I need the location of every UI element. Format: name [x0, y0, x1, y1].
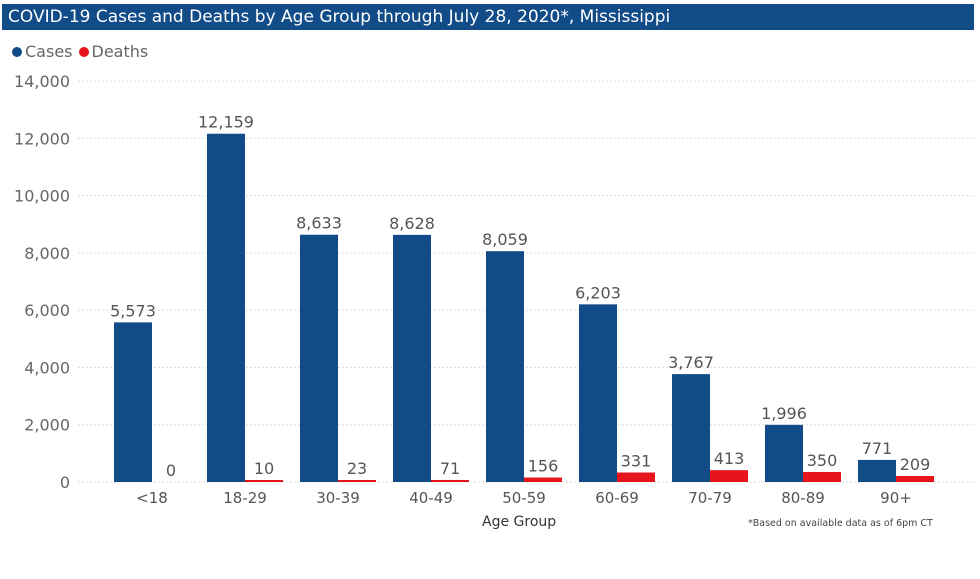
deaths-data-label: 350 — [807, 451, 838, 470]
x-tick-label: 30-39 — [316, 489, 360, 507]
y-tick-label: 8,000 — [24, 244, 70, 263]
cases-bar — [300, 234, 338, 482]
cases-bar — [765, 424, 803, 482]
y-tick-label: 0 — [60, 473, 70, 492]
deaths-data-label: 331 — [621, 452, 652, 471]
deaths-data-label: 209 — [900, 455, 931, 474]
cases-data-label: 1,996 — [761, 404, 807, 423]
x-tick-label: 90+ — [880, 489, 912, 507]
deaths-bar — [803, 471, 841, 482]
deaths-data-label: 71 — [440, 459, 460, 478]
cases-data-label: 5,573 — [110, 301, 156, 320]
cases-dot-icon — [12, 47, 22, 57]
deaths-bar — [524, 477, 562, 482]
deaths-data-label: 0 — [166, 461, 176, 480]
cases-data-label: 6,203 — [575, 283, 621, 302]
cases-data-label: 8,633 — [296, 214, 342, 233]
cases-data-label: 3,767 — [668, 353, 714, 372]
cases-bar — [486, 251, 524, 482]
legend: Cases Deaths — [12, 42, 148, 61]
cases-data-label: 12,159 — [198, 113, 254, 132]
y-tick-label: 12,000 — [14, 129, 70, 148]
y-tick-label: 2,000 — [24, 416, 70, 435]
legend-label: Cases — [25, 42, 73, 61]
deaths-bar — [245, 480, 283, 482]
deaths-data-label: 23 — [347, 459, 367, 478]
x-axis-label: Age Group — [482, 514, 557, 530]
y-tick-label: 6,000 — [24, 301, 70, 320]
deaths-data-label: 156 — [528, 457, 559, 476]
x-tick-label: <18 — [136, 489, 168, 507]
x-tick-label: 60-69 — [595, 489, 639, 507]
legend-item-cases: Cases — [12, 42, 73, 61]
cases-data-label: 8,628 — [389, 214, 435, 233]
deaths-dot-icon — [78, 47, 89, 57]
y-tick-label: 10,000 — [14, 187, 70, 206]
cases-bar — [672, 374, 710, 482]
x-tick-label: 18-29 — [223, 489, 267, 507]
cases-bar — [114, 322, 152, 482]
y-tick-label: 14,000 — [14, 72, 70, 91]
cases-bar — [207, 133, 245, 482]
deaths-bar — [617, 472, 655, 482]
legend-label: Deaths — [91, 42, 149, 61]
deaths-data-label: 413 — [714, 449, 745, 468]
deaths-data-label: 10 — [254, 459, 274, 478]
chart-title: COVID-19 Cases and Deaths by Age Group t… — [2, 4, 974, 30]
cases-bar — [579, 304, 617, 482]
cases-data-label: 8,059 — [482, 230, 528, 249]
cases-bar — [858, 459, 896, 482]
x-tick-label: 40-49 — [409, 489, 453, 507]
deaths-bar — [338, 480, 376, 482]
cases-data-label: 771 — [862, 439, 893, 458]
deaths-bar — [431, 479, 469, 482]
deaths-bar — [710, 470, 748, 482]
x-tick-label: 80-89 — [781, 489, 825, 507]
y-tick-label: 4,000 — [24, 358, 70, 377]
cases-bar — [393, 234, 431, 482]
x-tick-label: 50-59 — [502, 489, 546, 507]
deaths-bar — [896, 476, 934, 482]
footnote: *Based on available data as of 6pm CT — [748, 518, 933, 529]
legend-item-deaths: Deaths — [78, 42, 149, 61]
x-tick-label: 70-79 — [688, 489, 732, 507]
